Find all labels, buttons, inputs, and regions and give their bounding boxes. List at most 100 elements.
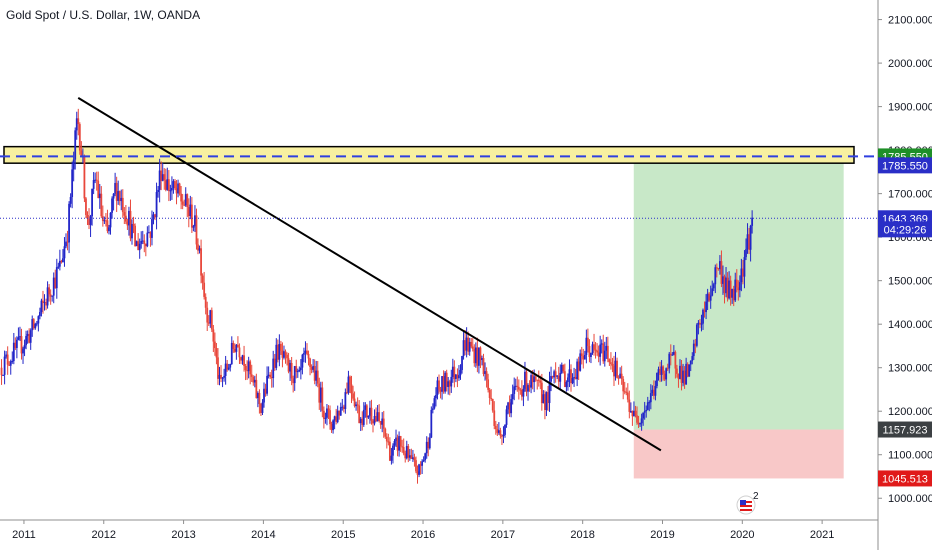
candle-body bbox=[217, 357, 219, 379]
candle-body bbox=[48, 287, 51, 295]
candle-body bbox=[556, 375, 559, 377]
candle-body bbox=[290, 362, 293, 379]
candle-body bbox=[702, 309, 704, 324]
candle-body bbox=[230, 342, 233, 365]
candle-body bbox=[522, 388, 525, 397]
candle-body bbox=[407, 446, 410, 458]
candle-body bbox=[545, 392, 548, 410]
candle-body bbox=[352, 393, 354, 399]
candle-body bbox=[481, 358, 483, 360]
candle-body bbox=[720, 261, 723, 284]
y-tick-label: 1000.000 bbox=[888, 493, 932, 505]
candle-body bbox=[731, 288, 734, 298]
candle-body bbox=[89, 216, 92, 225]
candle-body bbox=[26, 333, 29, 337]
candle-body bbox=[585, 337, 588, 355]
candle-body bbox=[390, 455, 393, 461]
candle-body bbox=[620, 373, 623, 379]
candle-body bbox=[453, 366, 456, 379]
candle-body bbox=[502, 434, 505, 437]
tag-countdown-box bbox=[878, 221, 932, 238]
candle-body bbox=[23, 345, 26, 349]
candle-body bbox=[464, 340, 466, 351]
candle-body bbox=[32, 319, 35, 329]
tag-resistance-level-label: 1785.550 bbox=[882, 160, 928, 172]
candle-body bbox=[344, 392, 347, 409]
candle-body bbox=[258, 392, 261, 405]
candle-body bbox=[537, 379, 540, 381]
candle-body bbox=[694, 343, 697, 346]
candle-body bbox=[405, 446, 408, 459]
candle-body bbox=[614, 360, 617, 377]
candle-body bbox=[473, 348, 476, 364]
candle-body bbox=[34, 323, 37, 329]
candle-body bbox=[691, 356, 694, 361]
candle-body bbox=[588, 345, 591, 357]
candle-body bbox=[361, 418, 364, 425]
candle-body bbox=[554, 371, 557, 377]
candle-body bbox=[680, 365, 683, 383]
candle-body bbox=[494, 425, 497, 430]
candle-body bbox=[672, 351, 675, 355]
candle-body bbox=[286, 354, 288, 359]
candle-body bbox=[484, 371, 486, 374]
candle-body bbox=[2, 374, 4, 376]
candle-body bbox=[639, 423, 641, 425]
resistance-box bbox=[3, 145, 855, 164]
candle-body bbox=[298, 369, 301, 372]
candle-body bbox=[155, 192, 158, 218]
candle-body bbox=[362, 409, 365, 425]
price-tags: 1785.5501785.5501643.36904:29:261157.923… bbox=[878, 148, 932, 487]
candle-body bbox=[436, 380, 439, 396]
candle-body bbox=[728, 280, 731, 299]
candle-body bbox=[685, 363, 688, 385]
candle-body bbox=[296, 371, 299, 373]
candle-body bbox=[359, 418, 362, 424]
candle-body bbox=[454, 374, 457, 379]
x-tick-label: 2012 bbox=[92, 529, 116, 541]
candle-body bbox=[72, 159, 75, 170]
candle-body bbox=[616, 360, 618, 378]
candle-body bbox=[60, 260, 63, 263]
candle-body bbox=[491, 398, 494, 411]
candle-body bbox=[243, 355, 245, 367]
candle-body bbox=[71, 169, 74, 198]
candle-body bbox=[384, 428, 387, 437]
candle-body bbox=[579, 353, 582, 371]
candle-body bbox=[25, 336, 27, 346]
candle-body bbox=[283, 351, 285, 358]
candle-body bbox=[663, 373, 666, 380]
candle-body bbox=[671, 354, 674, 356]
candle-body bbox=[654, 386, 657, 396]
candle-body bbox=[676, 368, 678, 374]
candle-body bbox=[163, 174, 166, 181]
candle-body bbox=[668, 353, 671, 369]
candle-body bbox=[309, 358, 311, 367]
us-flag-icon[interactable] bbox=[736, 495, 756, 515]
candle-body bbox=[533, 376, 536, 383]
candle-body bbox=[738, 282, 741, 291]
candle-body bbox=[181, 201, 184, 205]
candle-body bbox=[732, 288, 735, 301]
candle-body bbox=[482, 358, 485, 374]
candle-body bbox=[682, 370, 684, 383]
candle-body bbox=[706, 293, 709, 302]
candle-body bbox=[55, 267, 58, 289]
candle-body bbox=[590, 352, 592, 357]
candle-body bbox=[722, 276, 724, 284]
candle-body bbox=[175, 188, 178, 194]
candle-body bbox=[256, 392, 259, 399]
candle-body bbox=[51, 295, 54, 297]
candle-body bbox=[3, 356, 6, 375]
candle-body bbox=[539, 380, 542, 383]
tag-countdown-label: 04:29:26 bbox=[884, 224, 927, 236]
candle-body bbox=[438, 380, 440, 390]
candle-body bbox=[350, 384, 353, 394]
candle-body bbox=[347, 376, 350, 393]
candle-body bbox=[17, 337, 20, 340]
candle-body bbox=[152, 214, 155, 220]
candle-body bbox=[613, 365, 615, 377]
candle-body bbox=[31, 319, 34, 331]
